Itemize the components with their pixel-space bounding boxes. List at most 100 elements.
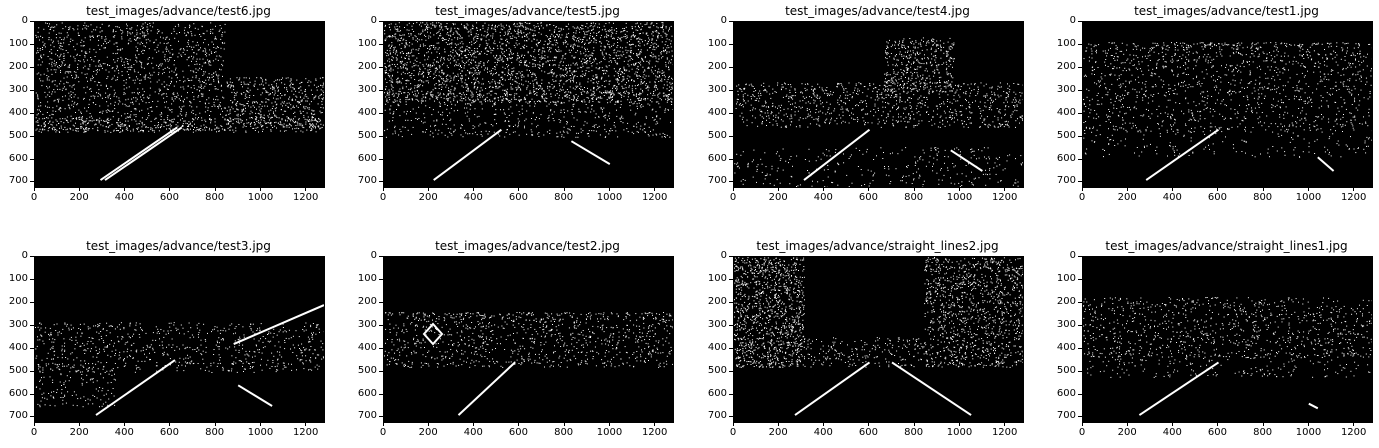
x-tick-mark bbox=[259, 187, 261, 191]
y-tick-mark bbox=[1078, 158, 1082, 160]
y-tick-label: 400 bbox=[707, 341, 727, 353]
x-tick-mark bbox=[79, 422, 81, 426]
y-tick-label: 0 bbox=[21, 250, 28, 261]
x-tick-mark bbox=[653, 187, 655, 191]
x-tick-mark bbox=[34, 422, 35, 426]
x-tick-label: 0 bbox=[30, 427, 38, 438]
subplot-title: test_images/advance/straight_lines1.jpg bbox=[1105, 239, 1348, 253]
y-tick-label: 200 bbox=[1056, 295, 1076, 307]
y-tick-label: 500 bbox=[8, 364, 28, 376]
x-tick-label: 200 bbox=[69, 427, 89, 438]
y-tick-mark bbox=[30, 256, 34, 257]
y-tick-label: 0 bbox=[720, 250, 727, 261]
y-tick-label: 700 bbox=[707, 175, 727, 187]
x-tick-mark bbox=[1127, 187, 1129, 191]
y-tick-mark bbox=[1078, 416, 1082, 418]
subplot-title: test_images/advance/test6.jpg bbox=[86, 4, 271, 18]
y-tick-mark bbox=[729, 181, 733, 183]
y-tick-mark bbox=[30, 43, 34, 45]
x-tick-mark bbox=[823, 422, 825, 426]
thresholded-pixels bbox=[1083, 297, 1372, 416]
x-tick-label: 600 bbox=[159, 192, 180, 203]
y-tick-mark bbox=[1078, 256, 1082, 257]
x-tick-label: 600 bbox=[1207, 427, 1228, 438]
x-tick-mark bbox=[214, 422, 216, 426]
x-tick-label: 0 bbox=[1078, 427, 1086, 438]
x-tick-mark bbox=[563, 187, 565, 191]
x-tick-label: 1200 bbox=[991, 192, 1018, 203]
x-tick-label: 1000 bbox=[1295, 427, 1322, 438]
y-tick-mark bbox=[30, 278, 34, 280]
lane-line bbox=[457, 361, 516, 416]
y-tick-mark bbox=[379, 301, 383, 303]
y-tick-mark bbox=[729, 324, 733, 326]
y-tick-label: 700 bbox=[357, 175, 377, 187]
subplot-title: test_images/advance/test4.jpg bbox=[785, 4, 970, 18]
x-tick-mark bbox=[823, 187, 825, 191]
y-tick-mark bbox=[30, 393, 34, 395]
y-tick-mark bbox=[379, 66, 383, 68]
y-tick-label: 200 bbox=[357, 295, 377, 307]
y-tick-label: 300 bbox=[707, 318, 727, 330]
x-tick-label: 200 bbox=[768, 192, 788, 203]
x-tick-label: 1000 bbox=[946, 427, 973, 438]
lane-line bbox=[237, 384, 273, 407]
y-tick-label: 500 bbox=[8, 129, 28, 141]
lane-line bbox=[1145, 128, 1220, 181]
x-tick-mark bbox=[733, 422, 734, 426]
y-tick-mark bbox=[379, 278, 383, 280]
x-tick-mark bbox=[383, 187, 384, 191]
y-tick-mark bbox=[729, 347, 733, 349]
x-tick-label: 400 bbox=[463, 427, 483, 438]
x-tick-mark bbox=[958, 422, 960, 426]
y-tick-label: 0 bbox=[720, 15, 727, 26]
y-tick-mark bbox=[729, 66, 733, 68]
y-tick-mark bbox=[30, 89, 34, 91]
x-tick-label: 200 bbox=[768, 427, 788, 438]
y-tick-label: 0 bbox=[21, 15, 28, 26]
y-tick-label: 200 bbox=[707, 295, 727, 307]
x-tick-label: 800 bbox=[554, 192, 574, 203]
x-tick-label: 800 bbox=[1253, 192, 1273, 203]
x-tick-mark bbox=[1003, 187, 1005, 191]
y-tick-label: 600 bbox=[707, 387, 727, 399]
y-tick-label: 500 bbox=[1056, 364, 1076, 376]
x-tick-mark bbox=[1127, 422, 1129, 426]
y-tick-label: 600 bbox=[8, 152, 28, 164]
y-tick-label: 600 bbox=[357, 387, 377, 399]
y-tick-label: 500 bbox=[1056, 129, 1076, 141]
x-tick-label: 0 bbox=[30, 192, 38, 203]
y-tick-mark bbox=[729, 370, 733, 372]
x-tick-mark bbox=[608, 187, 610, 191]
x-tick-mark bbox=[1082, 422, 1083, 426]
y-tick-mark bbox=[30, 112, 34, 114]
x-tick-mark bbox=[473, 422, 475, 426]
y-tick-label: 100 bbox=[1056, 37, 1076, 49]
y-tick-label: 300 bbox=[707, 83, 727, 95]
y-tick-label: 400 bbox=[707, 106, 727, 118]
x-tick-label: 1000 bbox=[247, 427, 274, 438]
y-tick-label: 200 bbox=[1056, 60, 1076, 72]
lane-line bbox=[99, 126, 178, 181]
thresholded-pixels bbox=[384, 22, 673, 181]
lane-line bbox=[1317, 156, 1335, 172]
y-tick-label: 500 bbox=[707, 364, 727, 376]
x-tick-label: 1200 bbox=[292, 427, 319, 438]
x-tick-mark bbox=[1262, 422, 1264, 426]
binary-image bbox=[34, 21, 325, 188]
binary-image bbox=[1082, 21, 1373, 188]
x-tick-label: 1200 bbox=[1340, 427, 1367, 438]
lane-line bbox=[1308, 402, 1319, 410]
x-tick-mark bbox=[608, 422, 610, 426]
y-tick-label: 100 bbox=[8, 272, 28, 284]
y-tick-label: 700 bbox=[357, 410, 377, 422]
x-tick-mark bbox=[1172, 422, 1174, 426]
lane-line bbox=[104, 126, 183, 181]
y-tick-label: 400 bbox=[8, 341, 28, 353]
x-tick-mark bbox=[1307, 422, 1309, 426]
y-tick-label: 200 bbox=[8, 60, 28, 72]
y-tick-label: 300 bbox=[1056, 83, 1076, 95]
x-tick-mark bbox=[428, 422, 430, 426]
y-tick-mark bbox=[30, 324, 34, 326]
